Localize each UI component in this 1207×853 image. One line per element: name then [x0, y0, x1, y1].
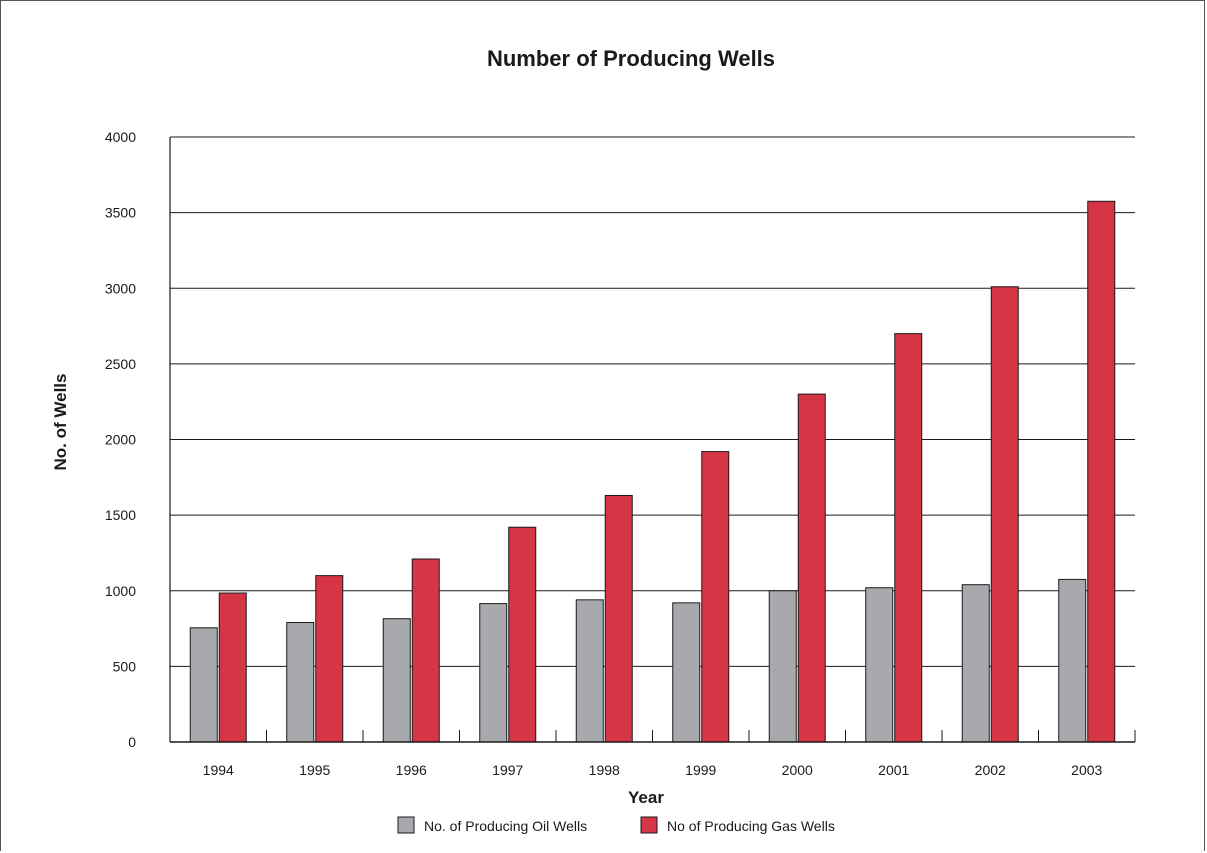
axes: [169, 137, 1135, 743]
gas-wells-bar: [604, 494, 633, 743]
y-tick-label: 0: [128, 734, 136, 750]
chart-title: Number of Producing Wells: [487, 46, 775, 71]
x-tick-label: 1994: [203, 762, 234, 778]
gas-wells-bar: [218, 592, 247, 743]
x-axis-ticks: 1994 1995 1996 1997 1998 1999 2000 2001 2002 2003: [169, 730, 1136, 778]
gas-wells-bar: [315, 575, 344, 743]
oil-wells-bar: [575, 599, 604, 743]
bars: [189, 200, 1116, 743]
y-tick-label: 1000: [105, 583, 136, 599]
oil-wells-bar: [961, 584, 990, 743]
y-tick-label: 4000: [105, 129, 136, 145]
oil-wells-bar: [479, 603, 508, 743]
gas-wells-bar: [990, 286, 1019, 743]
oil-wells-bar: [189, 627, 218, 743]
gas-wells-bar: [508, 526, 537, 743]
x-tick-label: 1998: [589, 762, 620, 778]
legend-label: No. of Producing Oil Wells: [424, 818, 587, 834]
x-tick-label: 2001: [878, 762, 909, 778]
y-axis-ticks: 0 500 1000 1500 2000 2500 3000 3500 4000: [105, 129, 136, 750]
gas-wells-bar: [894, 333, 923, 743]
gas-wells-bar: [797, 393, 826, 743]
gas-wells-bar: [701, 451, 730, 743]
x-tick-label: 2002: [975, 762, 1006, 778]
gas-wells-bar: [411, 558, 440, 743]
x-tick-label: 1997: [492, 762, 523, 778]
oil-wells-bar: [382, 618, 411, 743]
legend-swatch: [640, 816, 658, 834]
y-tick-label: 2500: [105, 356, 136, 372]
oil-wells-bar: [1058, 578, 1087, 743]
y-tick-label: 3500: [105, 205, 136, 221]
oil-wells-bar: [768, 590, 797, 743]
oil-wells-bar: [865, 587, 894, 743]
x-tick-label: 2003: [1071, 762, 1102, 778]
legend: No. of Producing Oil Wells No of Producin…: [397, 816, 835, 834]
oil-wells-bar: [672, 602, 701, 743]
y-tick-label: 3000: [105, 280, 136, 296]
gas-wells-bar: [1087, 200, 1116, 743]
y-tick-label: 500: [113, 658, 137, 674]
y-tick-label: 1500: [105, 507, 136, 523]
x-tick-label: 1996: [396, 762, 427, 778]
legend-label: No of Producing Gas Wells: [667, 818, 835, 834]
x-tick-label: 1995: [299, 762, 330, 778]
oil-wells-bar: [286, 622, 315, 743]
x-tick-label: 1999: [685, 762, 716, 778]
y-tick-label: 2000: [105, 432, 136, 448]
legend-swatch: [397, 816, 415, 834]
x-tick-label: 2000: [782, 762, 813, 778]
y-axis-title: No. of Wells: [51, 374, 70, 471]
x-axis-title: Year: [628, 788, 664, 807]
gridlines: [170, 136, 1135, 667]
